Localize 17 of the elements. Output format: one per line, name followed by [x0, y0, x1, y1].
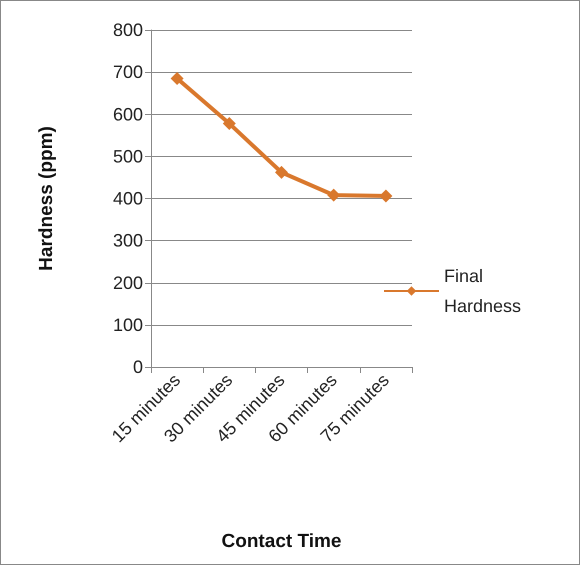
y-tick-label: 600 — [112, 104, 143, 124]
y-tick-label: 0 — [132, 357, 143, 377]
point — [379, 189, 392, 202]
point — [275, 166, 288, 179]
y-tick-label: 300 — [112, 230, 143, 251]
y-tick-label: 500 — [112, 146, 143, 166]
point — [327, 188, 340, 202]
y-tick-label: 200 — [112, 272, 143, 293]
y-tick-label: 700 — [112, 62, 143, 82]
y-tick-label: 400 — [112, 188, 143, 208]
legend-label: Final Hardness — [444, 266, 522, 316]
point — [222, 117, 236, 130]
point — [170, 72, 184, 85]
x-axis-title: Contact Time — [221, 531, 342, 552]
y-axis-title: Hardness (ppm) — [36, 126, 57, 271]
y-tick-label: 800 — [112, 20, 143, 40]
y-tick-label: 100 — [112, 314, 143, 335]
